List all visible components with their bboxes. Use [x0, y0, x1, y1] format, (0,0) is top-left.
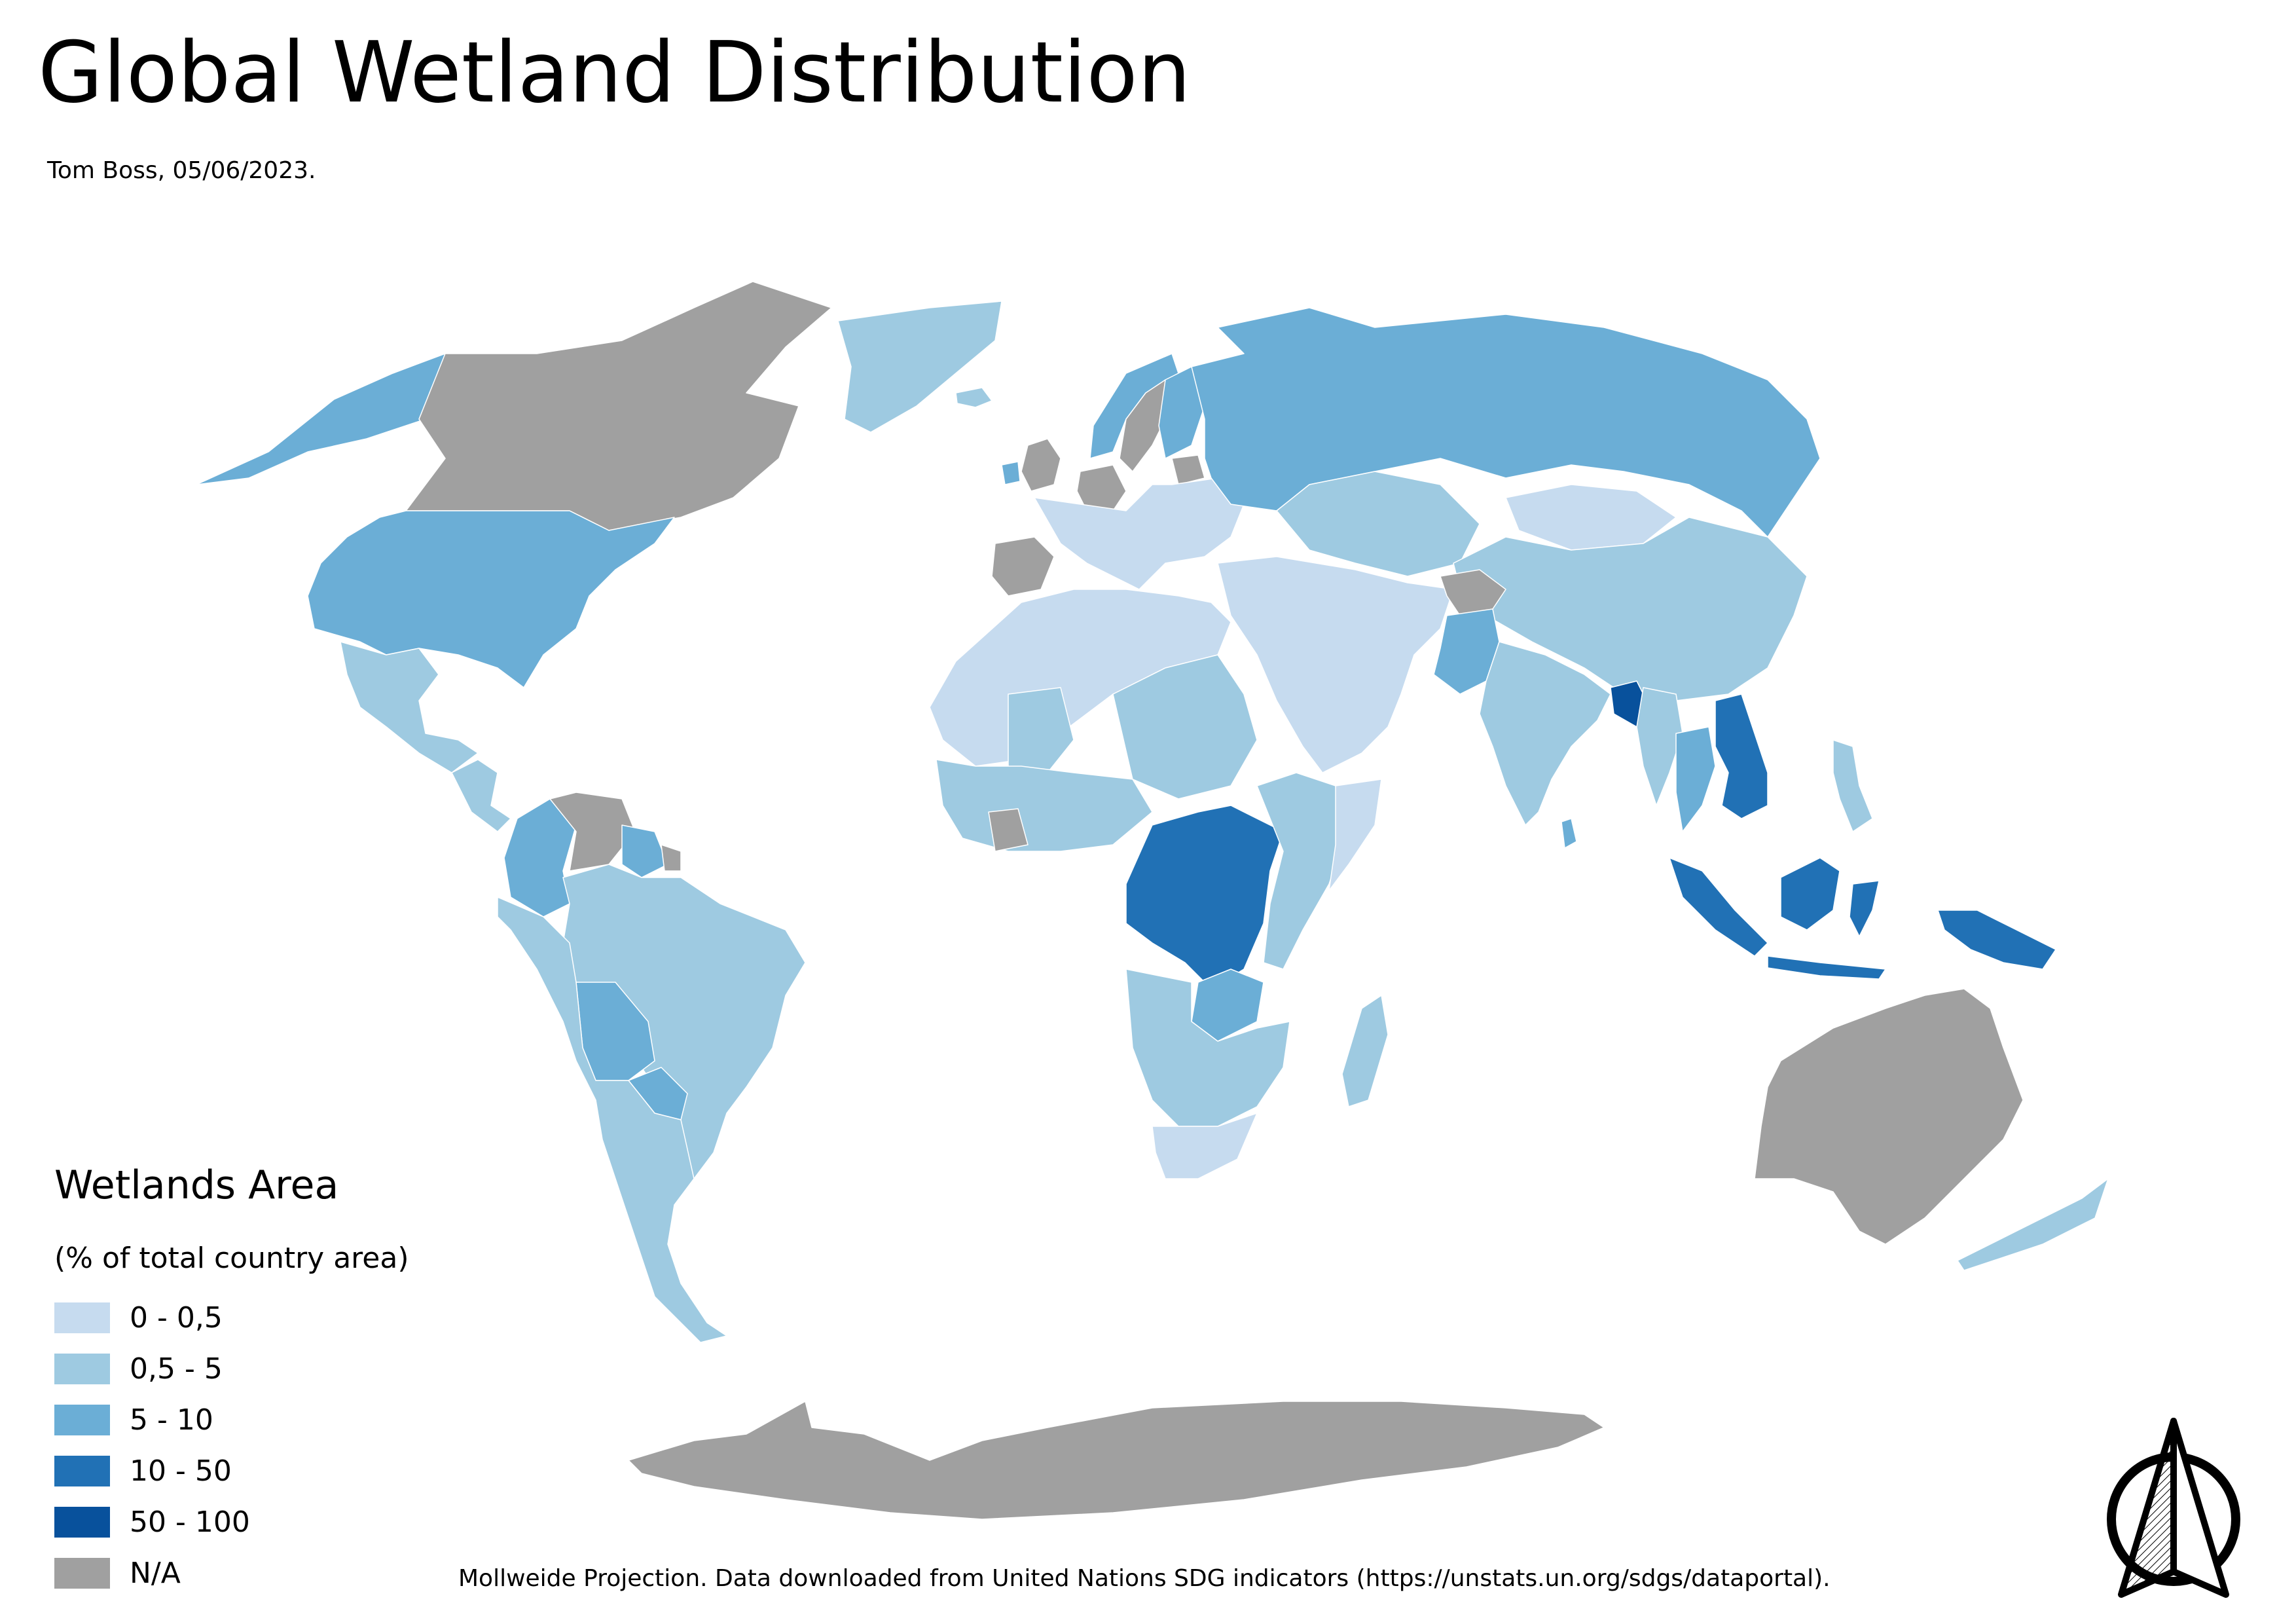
legend-label: 0,5 - 5: [130, 1352, 223, 1386]
region-sulawesi: [1849, 880, 1880, 937]
region-new-zealand: [1957, 1178, 2109, 1271]
legend-title: Wetlands Area: [54, 1162, 339, 1208]
region-sri-lanka: [1561, 818, 1577, 849]
region-alaska: [196, 353, 459, 485]
region-guyana: [621, 824, 668, 878]
legend-item: 50 - 100: [54, 1496, 250, 1547]
region-ireland: [1001, 461, 1021, 485]
region-greenland: [837, 301, 1002, 433]
region-united-states: [307, 510, 675, 688]
region-pakistan: [1433, 608, 1500, 695]
region-borneo: [1780, 857, 1840, 931]
region-europe: [1034, 477, 1245, 590]
legend-label: 10 - 50: [130, 1454, 232, 1488]
region-india: [1479, 641, 1611, 826]
region-philippines: [1832, 739, 1873, 832]
legend-subtitle: (% of total country area): [54, 1242, 409, 1275]
region-mexico: [340, 641, 479, 773]
region-sumatra: [1669, 857, 1768, 957]
region-china: [1453, 517, 1808, 701]
region-somalia: [1328, 779, 1382, 891]
region-germany: [1076, 464, 1127, 511]
legend-swatch: [54, 1455, 110, 1486]
region-east-africa: [1256, 772, 1349, 970]
region-spain: [991, 536, 1055, 597]
legend-item: 10 - 50: [54, 1445, 250, 1496]
region-java: [1767, 955, 1886, 980]
legend-swatch: [54, 1353, 110, 1384]
source-note: Mollweide Projection. Data downloaded fr…: [458, 1565, 1831, 1592]
region-myanmar: [1636, 687, 1683, 806]
region-canada: [405, 281, 832, 531]
region-thailand: [1675, 726, 1716, 832]
region-middle-east: [1217, 556, 1454, 773]
legend-label: 0 - 0,5: [130, 1301, 223, 1335]
region-antarctica: [628, 1401, 1605, 1520]
region-central-america: [451, 759, 511, 832]
legend-label: 50 - 100: [130, 1505, 250, 1539]
legend-item: 5 - 10: [54, 1394, 250, 1445]
legend-item: 0,5 - 5: [54, 1343, 250, 1394]
region-south-africa: [1152, 1113, 1258, 1179]
region-australia: [1754, 988, 2024, 1245]
legend-item: 0 - 0,5: [54, 1292, 250, 1343]
region-sudan-chad: [1112, 654, 1258, 800]
region-dr-congo: [1125, 805, 1284, 989]
region-suriname: [661, 844, 682, 872]
legend-item: N/A: [54, 1547, 250, 1598]
region-madagascar: [1341, 995, 1389, 1107]
region-united-kingdom: [1021, 438, 1061, 492]
legend-swatch: [54, 1557, 110, 1589]
legend-swatch: [54, 1506, 110, 1538]
legend: 0 - 0,5 0,5 - 5 5 - 10 10 - 50 50 - 100 …: [54, 1292, 250, 1598]
legend-swatch: [54, 1302, 110, 1333]
region-vietnam-cambodia: [1715, 693, 1768, 819]
map-title: Global Wetland Distribution: [38, 24, 1191, 122]
region-cote-divoire: [988, 808, 1029, 852]
region-russia: [1191, 307, 1821, 538]
legend-swatch: [54, 1404, 110, 1435]
region-argentina-chile: [497, 896, 727, 1343]
region-southern-africa: [1125, 969, 1290, 1127]
region-belarus: [1171, 454, 1205, 485]
north-arrow-icon: [2107, 1418, 2240, 1598]
region-mali: [1008, 687, 1074, 773]
legend-label: N/A: [130, 1556, 181, 1590]
region-west-africa: [936, 759, 1153, 852]
legend-label: 5 - 10: [130, 1403, 213, 1437]
region-kazakhstan: [1276, 471, 1480, 577]
region-new-guinea: [1937, 910, 2056, 970]
region-iceland: [955, 387, 993, 408]
region-mongolia: [1505, 484, 1677, 551]
map-author-date: Tom Boss, 05/06/2023.: [47, 157, 316, 184]
